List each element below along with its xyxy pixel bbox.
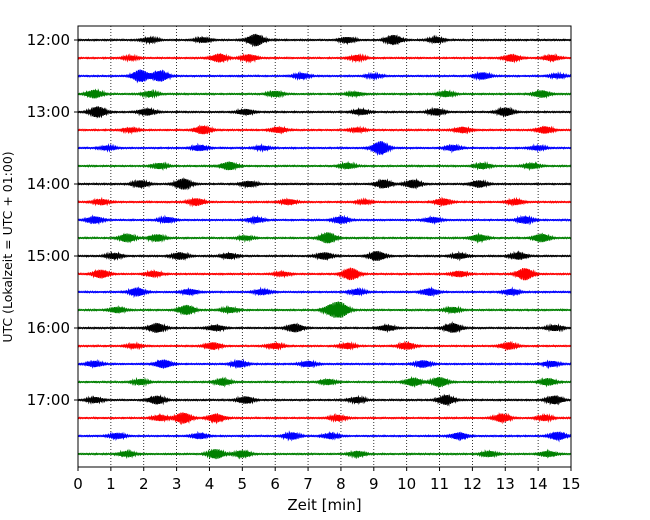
y-tick-label: 15:00 [27,247,70,265]
trace-line [77,33,572,48]
trace-line [77,52,572,64]
trace-line [77,321,572,333]
traces [77,33,572,460]
trace-line [77,160,572,172]
trace-line [77,448,572,460]
plot-background [78,26,571,467]
trace-line [77,106,572,119]
plot-frame [77,25,572,468]
x-tick-label: 8 [336,475,346,493]
x-axis-label: Zeit [min] [287,496,361,514]
y-tick-label: 13:00 [27,103,70,121]
x-tick-label: 12 [463,475,482,493]
y-axis-label: UTC (Lokalzeit = UTC + 01:00) [0,151,15,342]
y-tick-label: 16:00 [27,319,70,337]
x-tick-label: 4 [205,475,215,493]
y-tick-label: 14:00 [27,175,70,193]
x-tick-label: 10 [397,475,416,493]
trace-line [77,177,572,191]
trace-line [77,250,572,262]
x-tick-label: 14 [529,475,548,493]
trace-line [77,430,572,443]
x-tick-label: 2 [139,475,149,493]
trace-line [77,286,572,299]
trace-line [77,412,572,426]
y-tick-label: 12:00 [27,31,70,49]
x-tick-label: 11 [430,475,449,493]
trace-line [77,301,572,318]
y-tick-label: 17:00 [27,391,70,409]
trace-line [77,69,572,84]
trace-line [77,141,572,157]
trace-line [77,340,572,352]
trace-line [77,232,572,244]
trace-line [77,267,572,281]
trace-line [77,196,572,208]
x-tick-label: 6 [270,475,280,493]
x-tick-label: 15 [561,475,580,493]
x-tick-label: 0 [73,475,83,493]
trace-line [77,124,572,135]
x-axis-ticks: 0 1 2 3 4 5 6 7 8 9 10 11 12 13 14 15 [73,467,581,493]
x-tick-label: 7 [303,475,313,493]
x-tick-label: 1 [106,475,116,493]
trace-line [77,358,572,370]
x-tick-label: 5 [238,475,248,493]
trace-line [77,393,572,407]
trace-line [77,376,572,389]
trace-line [77,88,572,99]
trace-line [77,214,572,226]
y-axis-ticks: 12:00 13:00 14:00 15:00 16:00 17:00 [27,31,78,409]
x-tick-label: 9 [369,475,379,493]
x-tick-label: 13 [496,475,515,493]
x-tick-label: 3 [172,475,182,493]
